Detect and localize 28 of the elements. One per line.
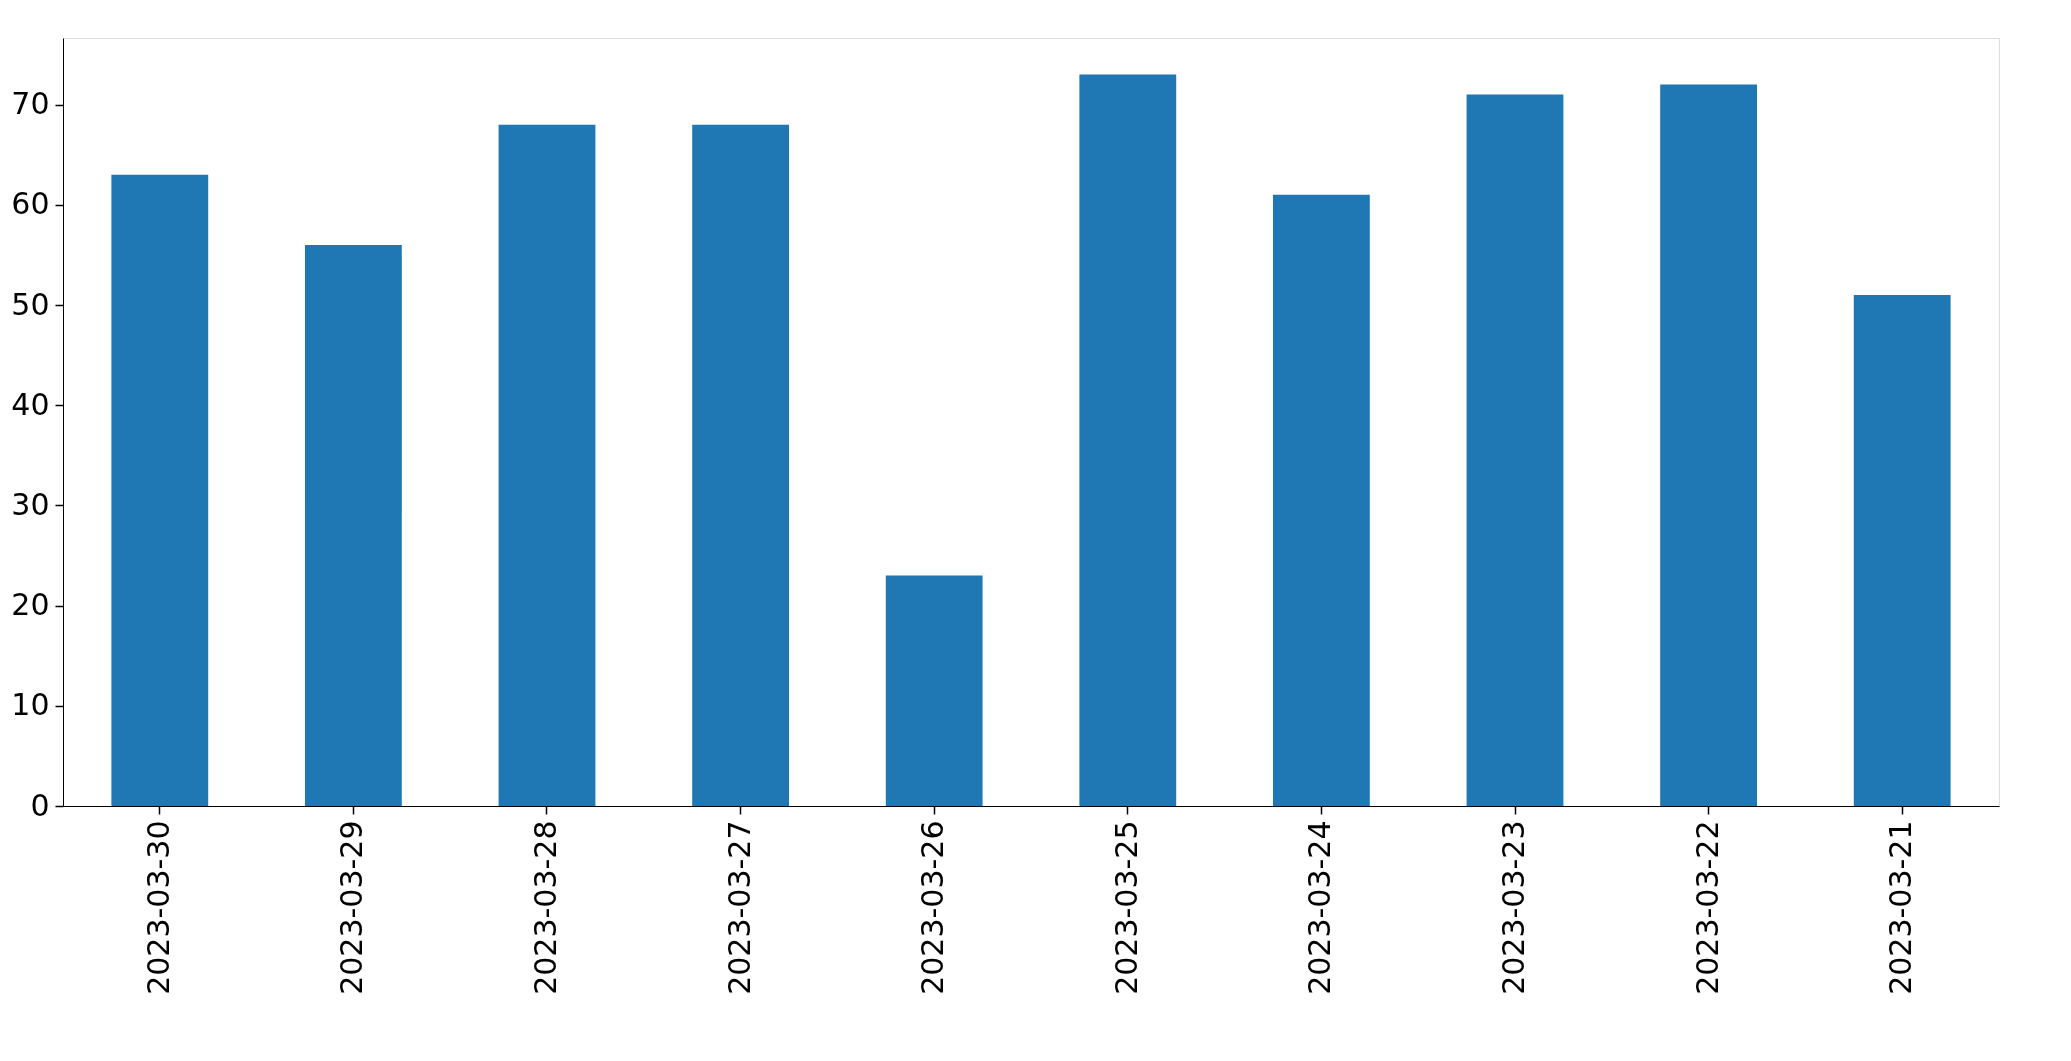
x-tick-label: 2023-03-23: [1496, 820, 1531, 995]
x-tick-label: 2023-03-28: [528, 820, 563, 995]
y-tick-label: 10: [11, 687, 50, 723]
bar: [692, 124, 789, 806]
x-tick-label: 2023-03-22: [1689, 820, 1725, 995]
x-tick-label: 2023-03-30: [140, 820, 176, 995]
x-tick-label: 2023-03-24: [1302, 820, 1338, 995]
y-tick-label: 20: [11, 587, 50, 623]
bar: [498, 124, 596, 806]
bar: [1660, 84, 1757, 806]
y-tick-label: 70: [11, 86, 50, 122]
x-tick-label: 2023-03-21: [1883, 820, 1919, 995]
bar: [885, 575, 983, 806]
x-tick-label: 2023-03-27: [721, 820, 757, 995]
x-tick-label: 2023-03-25: [1108, 820, 1144, 995]
bar: [305, 244, 402, 806]
y-tick-label: 50: [11, 286, 50, 322]
y-tick-label: 60: [11, 186, 50, 222]
x-tick-label: 2023-03-26: [915, 820, 951, 995]
bar: [1466, 94, 1564, 806]
bar: [111, 174, 209, 806]
y-tick-label: 0: [30, 787, 50, 823]
x-tick-label: 2023-03-29: [334, 820, 370, 995]
bar: [1079, 74, 1177, 806]
bar: [1273, 194, 1370, 806]
bar: [1853, 295, 1951, 806]
y-tick-label: 40: [11, 386, 50, 422]
y-tick-label: 30: [11, 486, 50, 522]
